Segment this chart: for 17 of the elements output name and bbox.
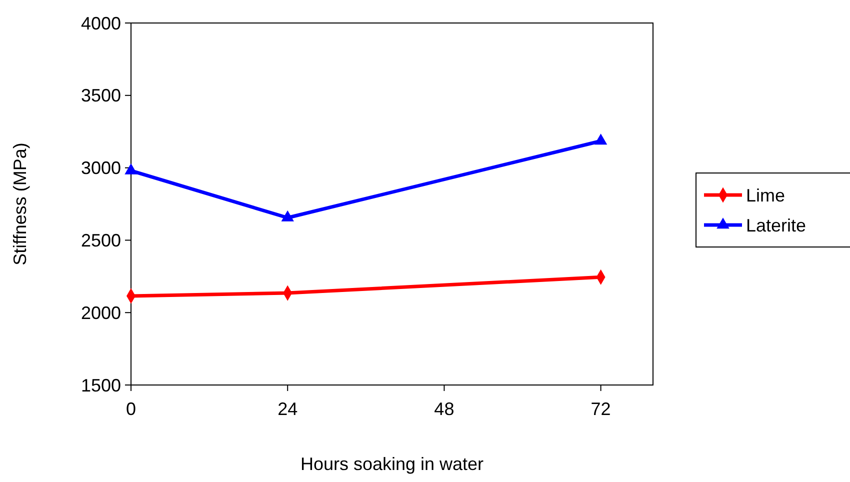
y-tick-label: 2000: [80, 302, 121, 323]
y-tick-label: 3000: [80, 158, 121, 178]
y-tick-label: 3500: [80, 86, 121, 106]
legend-label: Lime: [746, 185, 786, 206]
x-axis-title: Hours soaking in water: [300, 454, 484, 474]
y-tick-label: 4000: [80, 13, 121, 34]
x-tick-label: 24: [278, 399, 298, 419]
point: [281, 210, 294, 222]
y-axis-title: Stiffness (MPa): [10, 142, 30, 266]
x-tick-label: 72: [590, 399, 611, 419]
point: [124, 163, 138, 174]
x-tick-label: 0: [126, 399, 136, 419]
legend-label: Laterite: [746, 215, 806, 236]
point: [594, 134, 608, 145]
x-tick-label: 48: [434, 399, 454, 419]
y-tick-label: 1500: [80, 375, 121, 396]
y-tick-label: 2500: [80, 230, 121, 250]
